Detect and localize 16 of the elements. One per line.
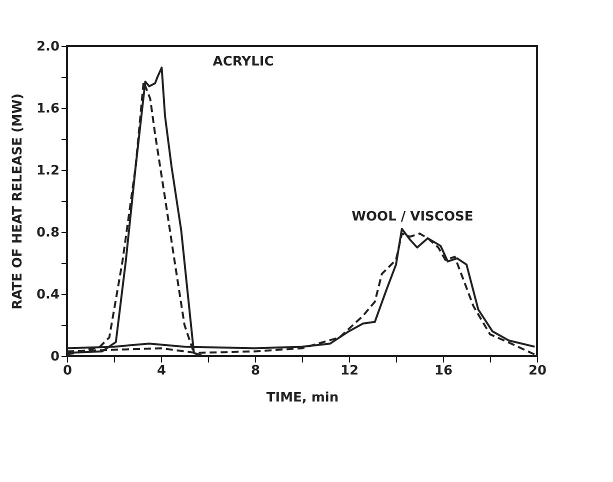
x-tick-label: 12 <box>340 364 359 378</box>
y-tick-label: 1.6 <box>36 102 60 116</box>
x-axis-title: TIME, min <box>266 390 339 406</box>
annotation: WOOL / VISCOSE <box>352 210 474 224</box>
y-tick-label: 0.4 <box>36 288 60 302</box>
x-tick-label: 20 <box>528 364 547 378</box>
y-tick-label: 1.2 <box>36 164 60 178</box>
y-tick-label: 0 <box>50 350 60 364</box>
y-tick-label: 2.0 <box>36 40 60 54</box>
y-tick-label: 0.8 <box>36 226 60 240</box>
x-tick-label: 0 <box>62 364 72 378</box>
x-tick-label: 4 <box>156 364 166 378</box>
x-tick-label: 8 <box>250 364 260 378</box>
x-tick-label: 16 <box>434 364 453 378</box>
y-axis-title: RATE OF HEAT RELEASE (MW) <box>10 93 26 310</box>
annotation: ACRYLIC <box>212 54 274 70</box>
